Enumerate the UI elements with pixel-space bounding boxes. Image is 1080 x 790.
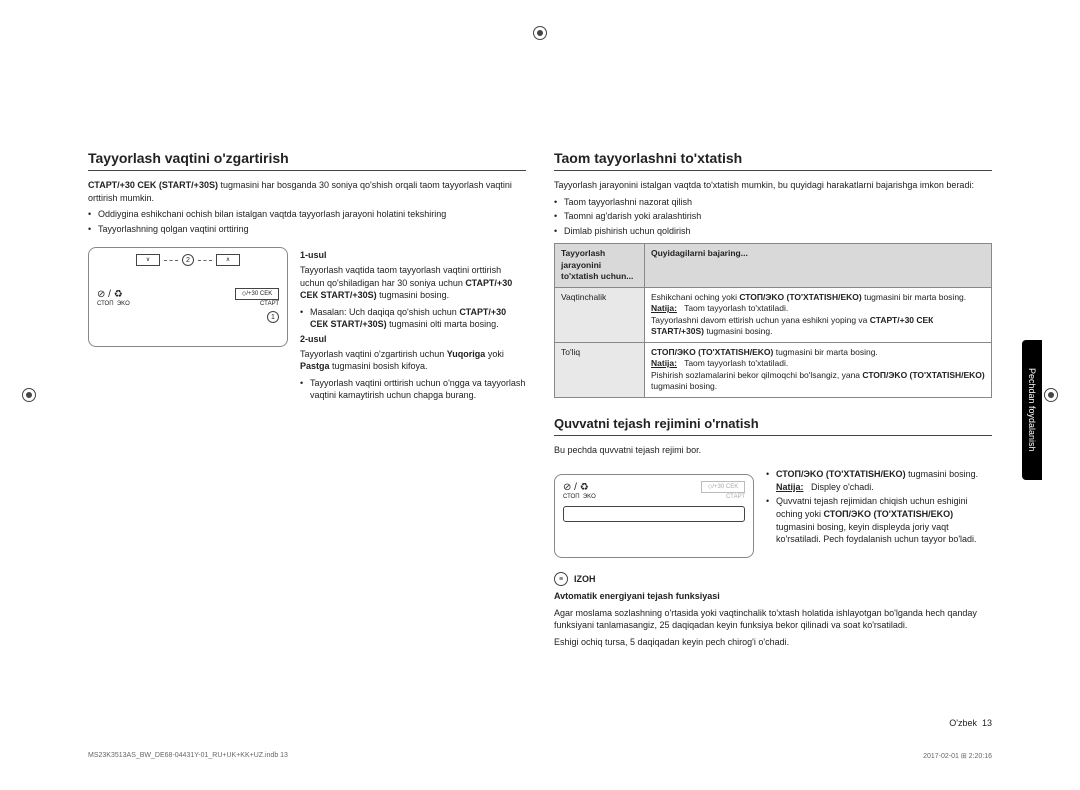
left-split: ∨ 2 ∧ ⊘ / ♻ ◇/+30 CEK	[88, 247, 526, 404]
h2-intro: Bu pechda quvvatni tejash rejimi bor.	[554, 444, 992, 457]
footer: MS23K3513AS_BW_DE68-04431Y-01_RU+UK+KK+U…	[88, 752, 992, 760]
lbl-stop: СТОП	[97, 301, 114, 307]
right-notes: СТОП/ЭKO (TO'XTATISH/EKO) tugmasini bosi…	[766, 468, 992, 558]
display-rect	[563, 506, 745, 522]
right-intro: Tayyorlash jarayonini istalgan vaqtda to…	[554, 179, 992, 192]
m1-title: 1-usul	[300, 249, 526, 262]
th1: Tayyorlash jarayonini to'xtatish uchun..…	[555, 244, 645, 287]
rb1: Taom tayyorlashni nazorat qilish	[554, 196, 992, 209]
note-sub: Avtomatik energiyani tejash funksiyasi	[554, 590, 992, 603]
methods: 1-usul Tayyorlash vaqtida taom tayyorlas…	[300, 247, 526, 404]
lbl-eko: ЭKO	[117, 301, 130, 307]
control-panel-2: ⊘ / ♻ ◇/+30 CEK СТОП ЭKO СТАРТ	[554, 474, 754, 558]
dash-2	[198, 260, 212, 261]
left-intro-bold: СТАРТ/+30 CEK (START/+30S)	[88, 180, 220, 190]
r2c1: To'liq	[555, 342, 645, 397]
lbl-start: СТАРТ	[260, 301, 279, 307]
left-column: Tayyorlash vaqtini o'zgartirish СТАРТ/+3…	[88, 150, 526, 653]
right-heading-1: Taom tayyorlashni to'xtatish	[554, 150, 992, 171]
side-tab: Pechdan foydalanish	[1022, 340, 1042, 480]
rb3: Dimlab pishirish uchun qoldirish	[554, 225, 992, 238]
dash-1	[164, 260, 178, 261]
left-heading: Tayyorlash vaqtini o'zgartirish	[88, 150, 526, 171]
right-heading-2: Quvvatni tejash rejimini o'rnatish	[554, 416, 992, 436]
footer-right: 2017-02-01 ⊞ 2:20:16	[923, 752, 992, 760]
stop-eco-icon-2: ⊘ / ♻	[563, 482, 589, 493]
rn-b2: Quvvatni tejash rejimidan chiqish uchun …	[766, 495, 992, 545]
page-content: Tayyorlash vaqtini o'zgartirish СТАРТ/+3…	[0, 0, 1080, 693]
left-bullet-1: Oddiygina eshikchani ochish bilan istalg…	[88, 208, 526, 221]
lbl-start-2: СТАРТ	[726, 494, 745, 500]
m1-text: Tayyorlash vaqtida taom tayyorlash vaqti…	[300, 264, 526, 302]
badge-1: 1	[267, 311, 279, 323]
note-icon: ≡	[554, 572, 568, 586]
m2-text: Tayyorlash vaqtini o'zgartirish uchun Yu…	[300, 348, 526, 373]
left-bullets: Oddiygina eshikchani ochish bilan istalg…	[88, 208, 526, 235]
badge-2: 2	[182, 254, 194, 266]
note-p2: Eshigi ochiq tursa, 5 daqiqadan keyin pe…	[554, 636, 992, 649]
right-bullets: Taom tayyorlashni nazorat qilish Taomni …	[554, 196, 992, 238]
th2: Quyidagilarni bajaring...	[645, 244, 992, 287]
left-intro: СТАРТ/+30 CEK (START/+30S) tugmasini har…	[88, 179, 526, 204]
note-box: ≡ IZOH Avtomatik energiyani tejash funks…	[554, 572, 992, 648]
arrow-down-icon: ∨	[136, 254, 160, 266]
start30-button-2: ◇/+30 CEK	[701, 481, 745, 493]
lbl-eko-2: ЭKO	[583, 494, 596, 500]
note-p1: Agar moslama sozlashning o'rtasida yoki …	[554, 607, 992, 632]
note-head-text: IZOH	[574, 574, 596, 584]
arrow-up-icon: ∧	[216, 254, 240, 266]
r1c1: Vaqtinchalik	[555, 287, 645, 342]
page-number: O'zbek 13	[949, 718, 992, 728]
m1-bullet: Masalan: Uch daqiqa qo'shish uchun СТАРТ…	[300, 306, 526, 331]
right-split: ⊘ / ♻ ◇/+30 CEK СТОП ЭKO СТАРТ	[554, 468, 992, 558]
rb2: Taomni ag'darish yoki aralashtirish	[554, 210, 992, 223]
stop-table: Tayyorlash jarayonini to'xtatish uchun..…	[554, 243, 992, 397]
control-panel-1: ∨ 2 ∧ ⊘ / ♻ ◇/+30 CEK	[88, 247, 288, 347]
lbl-stop-2: СТОП	[563, 494, 580, 500]
right-column: Taom tayyorlashni to'xtatish Tayyorlash …	[554, 150, 992, 653]
m2-bullet: Tayyorlash vaqtini orttirish uchun o'ngg…	[300, 377, 526, 402]
stop-eco-icon: ⊘ / ♻	[97, 289, 123, 300]
r2c2: СТОП/ЭKO (TO'XTATISH/EKO) tugmasini bir …	[645, 342, 992, 397]
left-bullet-2: Tayyorlashning qolgan vaqtini orttiring	[88, 223, 526, 236]
rn-b1: СТОП/ЭKO (TO'XTATISH/EKO) tugmasini bosi…	[766, 468, 992, 493]
m2-title: 2-usul	[300, 333, 526, 346]
r1c2: Eshikchani oching yoki СТОП/ЭKO (TO'XTAT…	[645, 287, 992, 342]
start30-button: ◇/+30 CEK	[235, 288, 279, 300]
footer-left: MS23K3513AS_BW_DE68-04431Y-01_RU+UK+KK+U…	[88, 752, 288, 760]
